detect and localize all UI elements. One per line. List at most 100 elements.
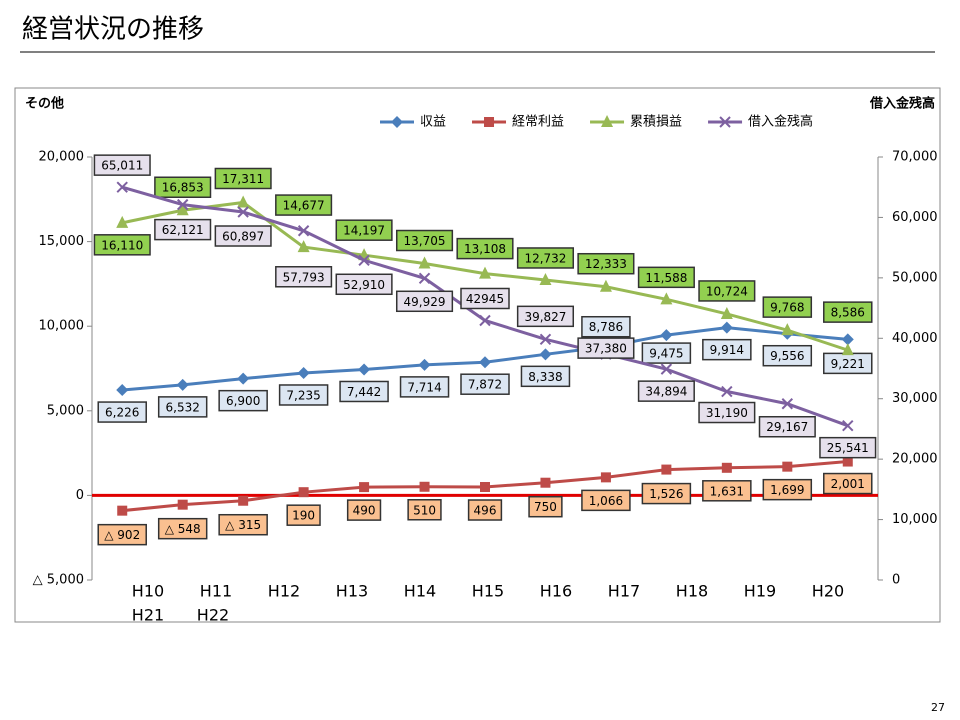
data-label-box (275, 194, 333, 216)
data-label: 62,121 (162, 223, 204, 237)
data-label: 16,110 (101, 238, 143, 252)
marker (177, 499, 188, 510)
marker (841, 343, 854, 356)
legend-label: 収益 (420, 115, 446, 130)
x-tick-label: H21 (132, 606, 164, 625)
data-label: 6,900 (226, 394, 260, 408)
page-number: 27 (931, 701, 945, 714)
marker (660, 363, 673, 375)
data-label-box (335, 219, 393, 241)
data-label-box (339, 380, 389, 403)
data-label-box (97, 523, 147, 546)
data-label: 42945 (466, 292, 504, 306)
marker (720, 306, 733, 319)
x-tick-label: H10 (132, 582, 164, 601)
data-label-box (762, 344, 813, 367)
x-tick-label: H14 (404, 582, 436, 601)
data-label-box (278, 384, 329, 406)
marker (479, 356, 491, 369)
legend-label: 経常利益 (512, 115, 564, 130)
y-tick-label: 0 (76, 488, 84, 503)
data-label-box (823, 472, 873, 495)
chart-frame (14, 87, 941, 623)
data-label-box (762, 296, 813, 318)
legend-label: 累積損益 (630, 115, 682, 130)
y2-tick-label: 50,000 (892, 270, 938, 285)
data-label: 8,338 (528, 370, 562, 384)
data-label-box (641, 342, 692, 364)
marker (781, 398, 794, 410)
y2-tick-label: 60,000 (892, 210, 938, 225)
marker (176, 378, 189, 391)
x-tick-label: H15 (472, 582, 504, 601)
data-label: 7,442 (347, 385, 381, 399)
data-label: 9,221 (831, 357, 865, 371)
marker (237, 372, 250, 385)
data-label: △ 902 (104, 528, 140, 542)
marker (391, 116, 403, 128)
y-tick-label: △ 5,000 (33, 573, 84, 588)
marker (601, 115, 614, 127)
data-label-box (758, 415, 816, 438)
x-tick-label: H18 (676, 582, 708, 601)
y-axis-title: その他 (25, 96, 64, 112)
data-label-box (702, 338, 752, 361)
data-label-box (581, 489, 631, 512)
data-label-box (637, 380, 695, 402)
marker (842, 419, 854, 432)
data-label: 490 (353, 504, 376, 518)
marker (419, 481, 430, 492)
x-tick-label: H22 (197, 606, 229, 625)
marker (176, 203, 189, 216)
data-label: 7,714 (407, 380, 441, 394)
marker (358, 363, 371, 376)
data-label: 14,197 (343, 224, 385, 238)
marker (297, 366, 310, 379)
data-label-box (460, 373, 510, 395)
x-tick-label: H19 (744, 582, 776, 601)
data-label-box (516, 305, 575, 328)
marker (720, 321, 733, 334)
data-label: 65,011 (101, 159, 143, 173)
data-label: △ 315 (225, 518, 261, 532)
data-label: 14,677 (283, 199, 325, 213)
data-label-box (762, 478, 813, 501)
data-label-box (577, 337, 635, 359)
data-label: 12,732 (524, 251, 566, 265)
marker (117, 505, 128, 516)
marker (539, 348, 552, 361)
marker (116, 181, 128, 193)
marker (842, 456, 853, 467)
data-label-box (702, 480, 752, 502)
data-label: 13,705 (404, 234, 446, 248)
marker (298, 487, 309, 498)
data-label: 57,793 (283, 270, 325, 284)
marker (116, 384, 129, 397)
legend-label: 借入金残高 (748, 114, 813, 130)
data-label: 25,541 (827, 441, 869, 455)
data-label-box (218, 513, 268, 536)
data-label: 8,586 (831, 306, 865, 320)
data-label-box (528, 495, 563, 518)
x-tick-label: H13 (336, 582, 368, 601)
marker (480, 482, 490, 493)
marker (781, 323, 794, 336)
data-label-box (577, 252, 635, 275)
data-label-box (819, 436, 877, 459)
data-label-box (516, 247, 575, 269)
marker (297, 240, 310, 253)
data-label: 8,786 (589, 320, 623, 334)
marker (661, 464, 672, 475)
marker (238, 495, 249, 506)
y2-tick-label: 20,000 (892, 452, 938, 467)
data-label-box (581, 315, 631, 338)
data-label: △ 548 (165, 522, 201, 536)
data-label-box (346, 499, 382, 521)
data-label: 49,929 (404, 295, 446, 309)
data-label-box (214, 167, 272, 190)
marker (418, 358, 431, 371)
y2-axis-title: 借入金残高 (869, 96, 935, 112)
data-label-box (335, 273, 393, 296)
marker (660, 329, 673, 342)
data-label: 1,526 (649, 487, 683, 501)
